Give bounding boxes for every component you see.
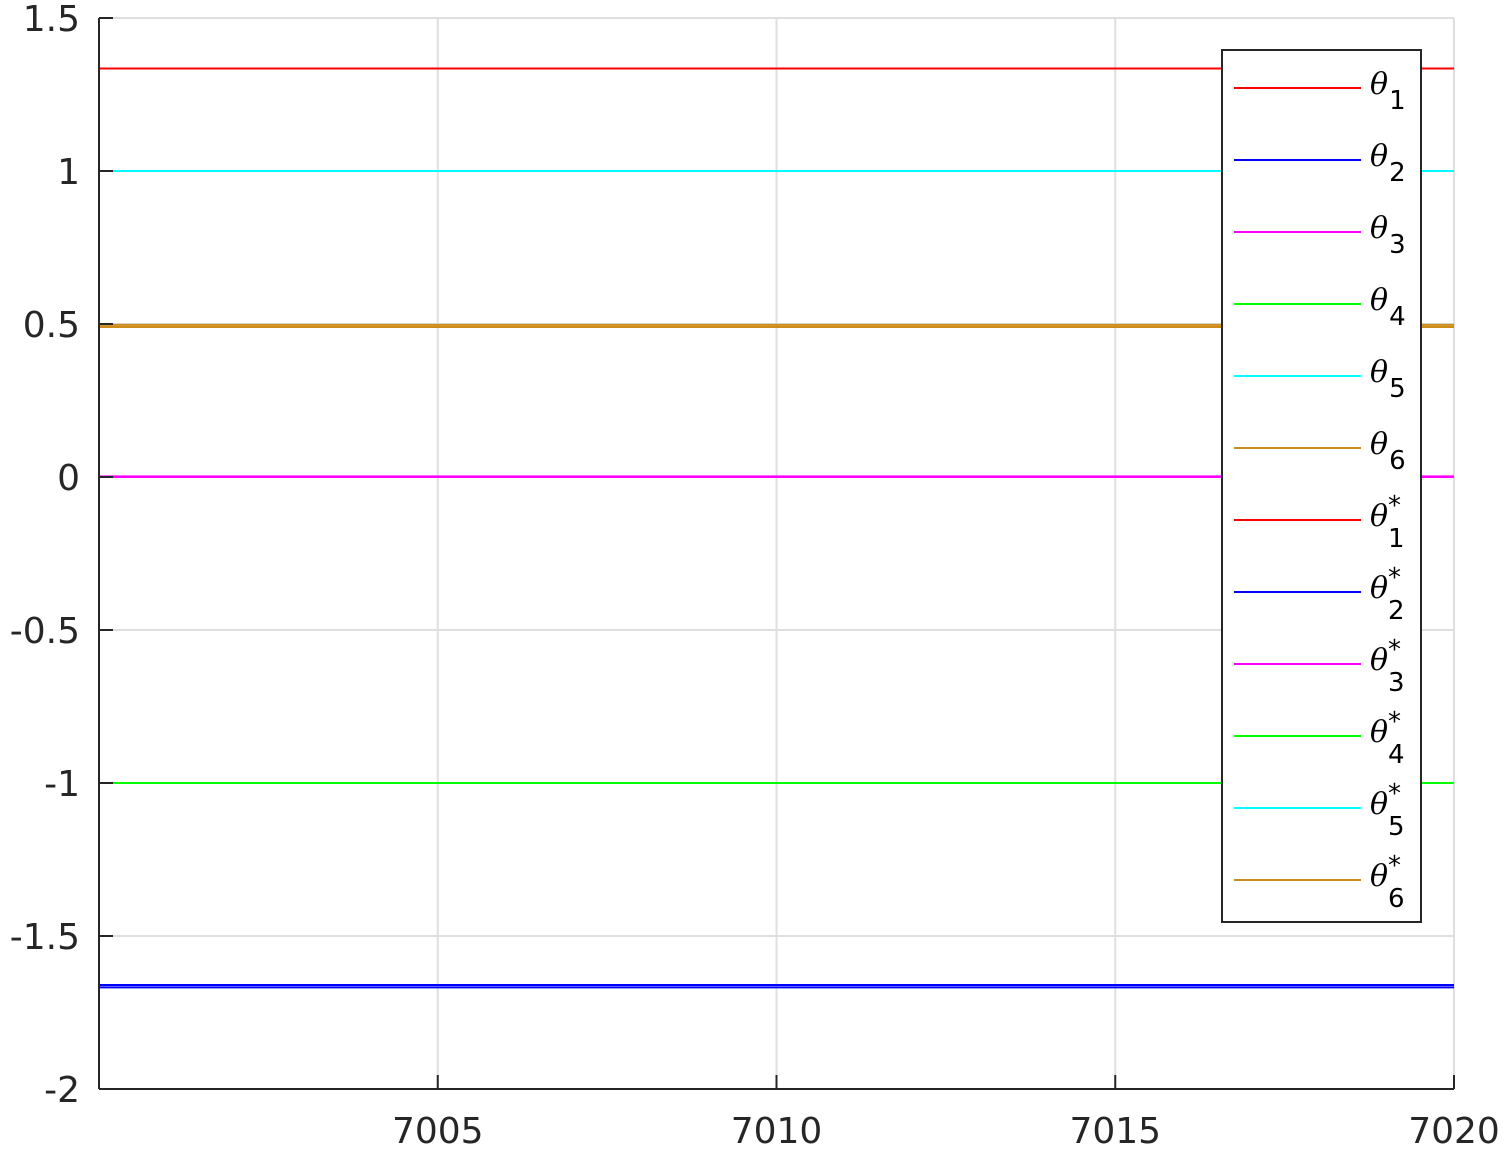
- x-tick-label: 7010: [731, 1111, 823, 1148]
- y-tick-label: 0.5: [23, 305, 80, 346]
- y-tick-label: 1.5: [23, 0, 80, 40]
- legend-label: θ* 4: [1370, 707, 1405, 770]
- x-tick-label: 7020: [1408, 1111, 1500, 1148]
- legend: θ1 θ2 θ3 θ4 θ5 θ6 θ* 1 θ* 2 θ* 3 θ* 4 θ* 5 θ* 6: [1221, 49, 1422, 923]
- legend-label: θ* 1: [1370, 491, 1405, 554]
- y-tick-label: 0: [57, 458, 80, 499]
- legend-box: [1221, 49, 1422, 923]
- y-tick-label: -1.5: [10, 917, 80, 958]
- legend-label: θ3: [1370, 211, 1406, 260]
- y-tick-label: -1: [44, 764, 80, 805]
- axes: 1.5 1 0.5 0 -0.5 -1 -1.5 -2 7005 7010 7015 7020: [10, 0, 1500, 1152]
- legend-label: θ6: [1370, 427, 1406, 476]
- x-tick-label: 7005: [392, 1111, 484, 1148]
- legend-label: θ* 5: [1370, 779, 1405, 842]
- legend-label: θ4: [1370, 283, 1406, 332]
- legend-label: θ* 6: [1370, 851, 1405, 914]
- legend-label: θ1: [1370, 67, 1406, 116]
- legend-label: θ* 2: [1370, 563, 1405, 626]
- y-tick-label: 1: [57, 152, 80, 193]
- legend-label: θ2: [1370, 139, 1406, 188]
- legend-label: θ5: [1370, 355, 1406, 404]
- y-tick-label: -0.5: [10, 611, 80, 652]
- x-tick-label: 7015: [1069, 1111, 1161, 1148]
- y-tick-label: -2: [44, 1070, 80, 1111]
- legend-label: θ* 3: [1370, 635, 1405, 698]
